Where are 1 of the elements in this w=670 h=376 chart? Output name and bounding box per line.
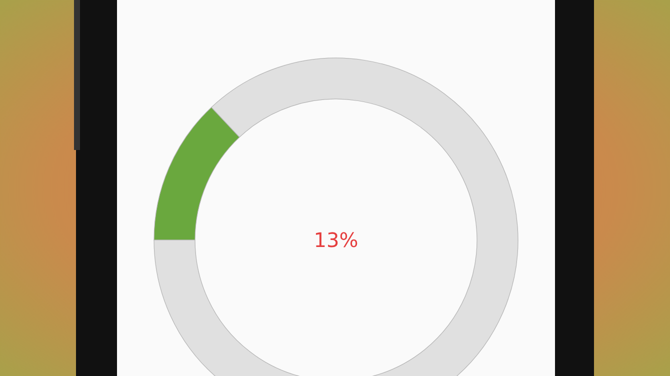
text: 13% (314, 228, 358, 252)
